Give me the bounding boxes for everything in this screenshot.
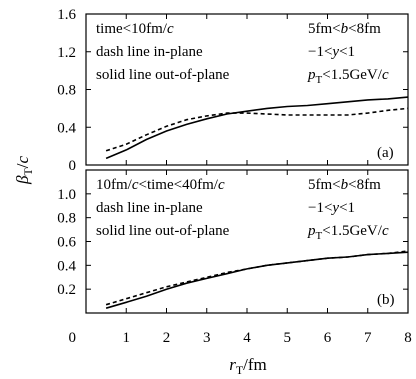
x-tick-label-2: 2	[163, 330, 171, 346]
panel-a-note-b: 5fm<b<8fm	[308, 21, 381, 37]
panel-b-annotations: 10fm/c<time<40fm/c dash line in-plane so…	[96, 177, 395, 308]
panel-a-ytick-label-3: 1.2	[57, 45, 76, 61]
x-tick-label-0: 0	[69, 330, 77, 346]
panel-b-series-solid-line	[105, 251, 409, 309]
panel-b-note-b: 5fm<b<8fm	[308, 177, 381, 193]
panel-b-series	[105, 250, 409, 309]
panel-a-y-ticks: 0 0.4 0.8 1.2 1.6	[57, 7, 408, 174]
panel-a-ytick-label-1: 0.4	[57, 120, 76, 136]
x-axis-label: rT/fm	[229, 355, 267, 377]
panel-b: 0.2 0.4 0.6 0.8 1.0 10fm/c<time<40fm/c dash …	[57, 169, 409, 314]
panel-a-note-solid: solid line out-of-plane	[96, 67, 230, 83]
x-tick-label-6: 6	[324, 330, 332, 346]
panel-b-note-pt: pT<1.5GeV/c	[307, 223, 389, 242]
panel-a-ytick-label-0: 0	[69, 158, 77, 174]
panel-a-ytick-label-2: 0.8	[57, 83, 76, 99]
panel-b-note-solid: solid line out-of-plane	[96, 223, 230, 239]
panel-a-tag: (a)	[377, 145, 394, 161]
panel-a-note-y: −1<y<1	[308, 44, 355, 60]
panel-a-note-pt: pT<1.5GeV/c	[307, 67, 389, 86]
x-tick-label-7: 7	[364, 330, 372, 346]
panel-b-ytick-label-3: 0.8	[57, 211, 76, 227]
panel-b-ytick-label-1: 0.4	[57, 258, 76, 274]
panel-a-note-dash: dash line in-plane	[96, 44, 203, 60]
panel-b-ytick-label-4: 1.0	[57, 187, 76, 203]
x-tick-labels: 0 1 2 3 4 5 6 7 8	[69, 330, 412, 346]
x-tick-label-1: 1	[123, 330, 131, 346]
panel-a-annotations: time<10fm/c dash line in-plane solid lin…	[96, 21, 394, 161]
x-tick-label-5: 5	[284, 330, 292, 346]
panel-b-series-dashed-line	[105, 250, 409, 306]
panel-b-ytick-label-2: 0.6	[57, 235, 76, 251]
panel-a-series-dashed-line	[105, 107, 409, 152]
x-tick-label-3: 3	[203, 330, 211, 346]
panel-a-ytick-label-4: 1.6	[57, 7, 76, 23]
y-axis-label: βT/c	[13, 156, 35, 186]
panel-a-series	[105, 96, 409, 160]
panel-b-y-ticks: 0.2 0.4 0.6 0.8 1.0	[57, 170, 408, 313]
panel-b-tag: (b)	[377, 292, 395, 308]
x-tick-label-8: 8	[404, 330, 412, 346]
panel-a-series-solid-line	[105, 96, 409, 160]
panel-b-note-dash: dash line in-plane	[96, 200, 203, 216]
panel-b-ytick-label-0: 0.2	[57, 282, 76, 298]
x-tick-label-4: 4	[243, 330, 251, 346]
panel-a-note-time: time<10fm/c	[96, 21, 174, 37]
panel-a: 0 0.4 0.8 1.2 1.6 time<10fm/c dash line in-p…	[57, 7, 409, 174]
panel-b-note-time: 10fm/c<time<40fm/c	[96, 177, 225, 193]
panel-b-note-y: −1<y<1	[308, 200, 355, 216]
